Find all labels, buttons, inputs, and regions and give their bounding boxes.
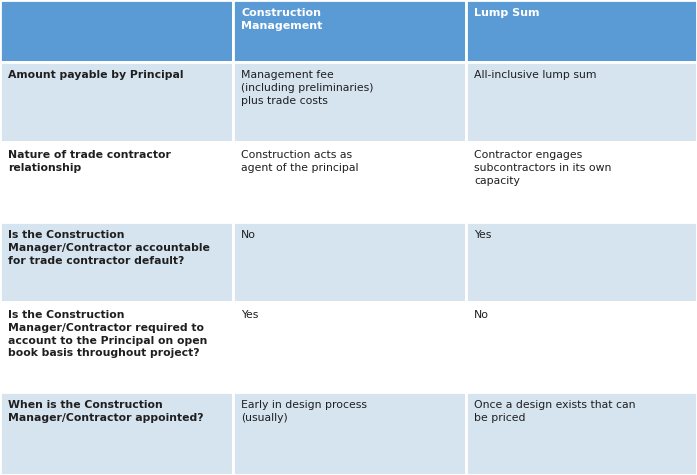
Bar	[466, 222, 697, 302]
Text: Is the Construction
Manager/Contractor accountable
for trade contractor default?: Is the Construction Manager/Contractor a…	[8, 230, 210, 266]
Bar	[466, 62, 697, 142]
Bar	[233, 142, 466, 222]
Bar	[0, 142, 233, 222]
Bar	[0, 0, 233, 62]
Bar	[0, 62, 233, 142]
Text: Once a design exists that can
be priced: Once a design exists that can be priced	[474, 400, 636, 423]
Text: All-inclusive lump sum: All-inclusive lump sum	[474, 70, 597, 80]
Bar	[0, 392, 233, 475]
Bar	[233, 0, 466, 62]
Bar	[466, 392, 697, 475]
Text: Management fee
(including preliminaries)
plus trade costs: Management fee (including preliminaries)…	[241, 70, 374, 105]
Bar	[233, 222, 466, 302]
Bar	[233, 62, 466, 142]
Bar	[466, 302, 697, 392]
Text: Yes: Yes	[474, 230, 491, 240]
Bar	[466, 0, 697, 62]
Text: Lump Sum: Lump Sum	[474, 8, 539, 18]
Text: No: No	[241, 230, 256, 240]
Text: Amount payable by Principal: Amount payable by Principal	[8, 70, 183, 80]
Text: Contractor engages
subcontractors in its own
capacity: Contractor engages subcontractors in its…	[474, 150, 611, 186]
Bar	[0, 222, 233, 302]
Text: Early in design process
(usually): Early in design process (usually)	[241, 400, 367, 423]
Bar	[233, 302, 466, 392]
Text: No: No	[474, 310, 489, 320]
Bar	[466, 142, 697, 222]
Bar	[233, 392, 466, 475]
Text: Construction acts as
agent of the principal: Construction acts as agent of the princi…	[241, 150, 358, 173]
Text: Yes: Yes	[241, 310, 259, 320]
Text: When is the Construction
Manager/Contractor appointed?: When is the Construction Manager/Contrac…	[8, 400, 204, 423]
Text: Is the Construction
Manager/Contractor required to
account to the Principal on o: Is the Construction Manager/Contractor r…	[8, 310, 208, 359]
Text: Construction
Management: Construction Management	[241, 8, 323, 31]
Bar	[0, 302, 233, 392]
Text: Nature of trade contractor
relationship: Nature of trade contractor relationship	[8, 150, 171, 173]
